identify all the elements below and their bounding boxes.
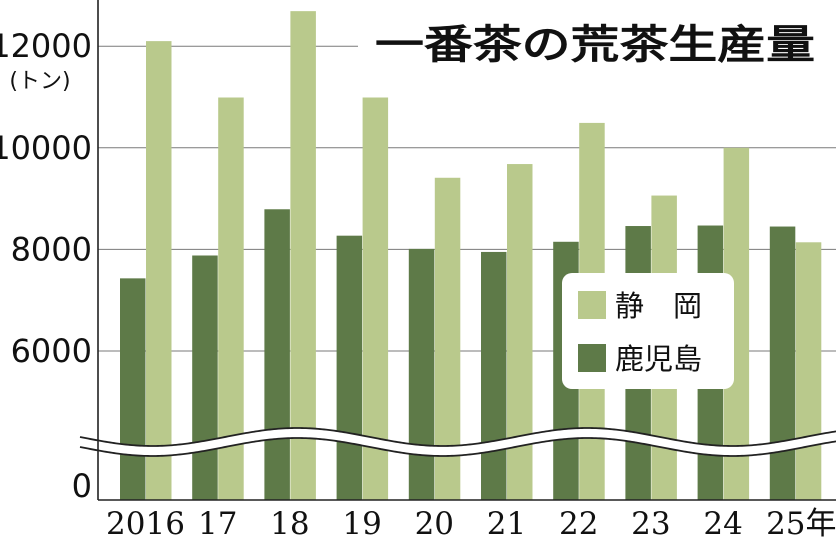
bar-shizuoka xyxy=(362,97,389,501)
legend-swatch-kagoshima xyxy=(578,344,606,372)
bar-kagoshima xyxy=(408,248,435,500)
x-tick-label: 21 xyxy=(487,506,526,538)
bar-kagoshima xyxy=(264,209,290,500)
bar-kagoshima xyxy=(120,278,146,500)
legend-label-kagoshima: 鹿児島 xyxy=(615,342,702,376)
x-tick-label: 2016 xyxy=(106,506,185,538)
x-tick-labels: 2016 17 18 19 20 21 22 23 24 25年 xyxy=(106,506,836,538)
y-tick-label: 0 xyxy=(72,467,92,505)
bars xyxy=(120,11,822,501)
x-tick-label: 20 xyxy=(415,506,454,538)
bar-kagoshima xyxy=(192,255,218,500)
bar-kagoshima xyxy=(481,251,507,500)
y-tick-label: 8000 xyxy=(11,230,92,268)
x-tick-label: 18 xyxy=(270,506,309,538)
legend: 静 岡 鹿児島 xyxy=(562,273,734,389)
bar-kagoshima xyxy=(769,226,796,501)
x-tick-label: 23 xyxy=(631,506,670,538)
axis-break-line-top xyxy=(79,427,836,447)
bar-shizuoka xyxy=(507,164,533,500)
y-tick-labels: 12000 10000 8000 6000 0 xyxy=(0,27,92,505)
axes xyxy=(97,0,836,501)
x-tick-label: 19 xyxy=(342,506,381,538)
x-tick-label: 24 xyxy=(703,506,742,538)
bar-kagoshima xyxy=(336,235,363,500)
legend-swatch-shizuoka xyxy=(578,291,606,319)
x-tick-label: 22 xyxy=(559,506,598,538)
chart-title: 一番茶の荒茶生産量 xyxy=(375,22,815,68)
legend-label-shizuoka: 静 岡 xyxy=(615,289,702,323)
axis-break-line-bottom xyxy=(79,437,836,457)
y-tick-label: 12000 xyxy=(0,27,92,65)
axis-break xyxy=(79,427,836,457)
bar-shizuoka xyxy=(290,11,316,500)
y-axis-unit-label: (トン) xyxy=(9,69,70,94)
y-tick-label: 10000 xyxy=(0,129,92,167)
x-tick-label: 17 xyxy=(198,506,237,538)
x-tick-label: 25年 xyxy=(766,506,836,538)
y-tick-label: 6000 xyxy=(11,332,92,370)
bar-shizuoka xyxy=(795,242,822,500)
bar-shizuoka xyxy=(146,41,172,501)
bar-shizuoka xyxy=(218,97,244,501)
